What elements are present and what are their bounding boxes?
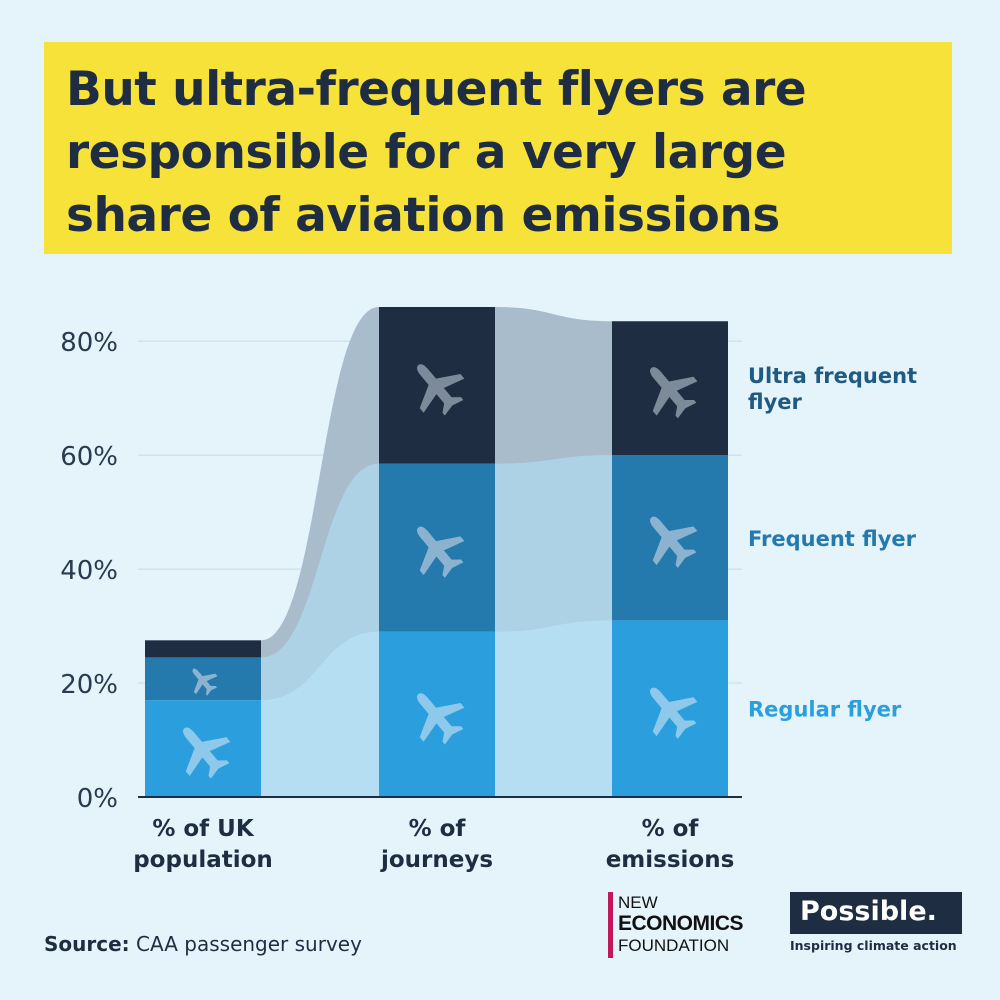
airplane-icon [650,516,698,568]
nef-logo-line-1: NEW [618,893,658,912]
airplane-icon-shape [183,727,231,779]
x-category-label: population [133,847,273,873]
chart-title-line-2: responsible for a very large [66,125,787,180]
possible-logo: Possible. Inspiring climate action [790,892,962,958]
airplane-icon-shape [650,516,698,568]
possible-logo-box: Possible. [790,892,962,934]
airplane-icon [417,364,465,416]
source-text: CAA passenger survey [136,932,362,956]
airplane-icon [192,668,218,696]
possible-logo-word: Possible. [800,896,937,927]
chart-title-line-1: But ultra-frequent flyers are [66,62,807,117]
y-tick-label: 40% [60,556,118,586]
x-category-label: emissions [606,847,735,873]
airplane-icon [417,693,465,745]
legend-label: Ultra frequent [748,364,917,388]
bar-segment [145,640,261,658]
airplane-icon-shape [650,687,698,739]
airplane-icon-shape [417,693,465,745]
flow-band-0 [261,631,379,797]
airplane-icon-shape [417,526,465,578]
x-category-label: % of [409,816,467,842]
legend-label: Regular flyer [748,698,902,722]
airplane-icon [183,727,231,779]
source-note: Source: CAA passenger survey [44,932,362,956]
y-tick-label: 20% [60,670,118,700]
stacked-bar-chart: 0% 20% 40% 60% 80% % of UK population % of journ… [60,307,917,873]
nef-logo: NEW ECONOMICS FOUNDATION [608,892,764,958]
nef-logo-bar [608,892,613,958]
nef-logo-line-2: ECONOMICS [618,912,744,935]
x-category-label: % of [642,816,700,842]
airplane-icon [417,526,465,578]
y-tick-label: 0% [77,784,118,814]
legend-label: flyer [748,390,802,414]
chart-title-line-3: share of aviation emissions [66,188,780,243]
airplane-icon [650,367,698,419]
title-banner: But ultra-frequent flyers are responsibl… [44,42,952,254]
flow-band-0 [495,620,612,797]
y-tick-label: 60% [60,442,118,472]
x-category-label: journeys [380,847,493,873]
airplane-icon-shape [650,367,698,419]
airplane-icon-shape [417,364,465,416]
possible-logo-tagline: Inspiring climate action [790,938,957,953]
source-label: Source: [44,932,130,956]
airplane-icon-shape [192,668,218,696]
nef-logo-line-3: FOUNDATION [618,936,730,955]
y-tick-label: 80% [60,328,118,358]
x-category-label: % of UK [152,816,255,842]
legend-label: Frequent flyer [748,527,917,551]
airplane-icon [650,687,698,739]
